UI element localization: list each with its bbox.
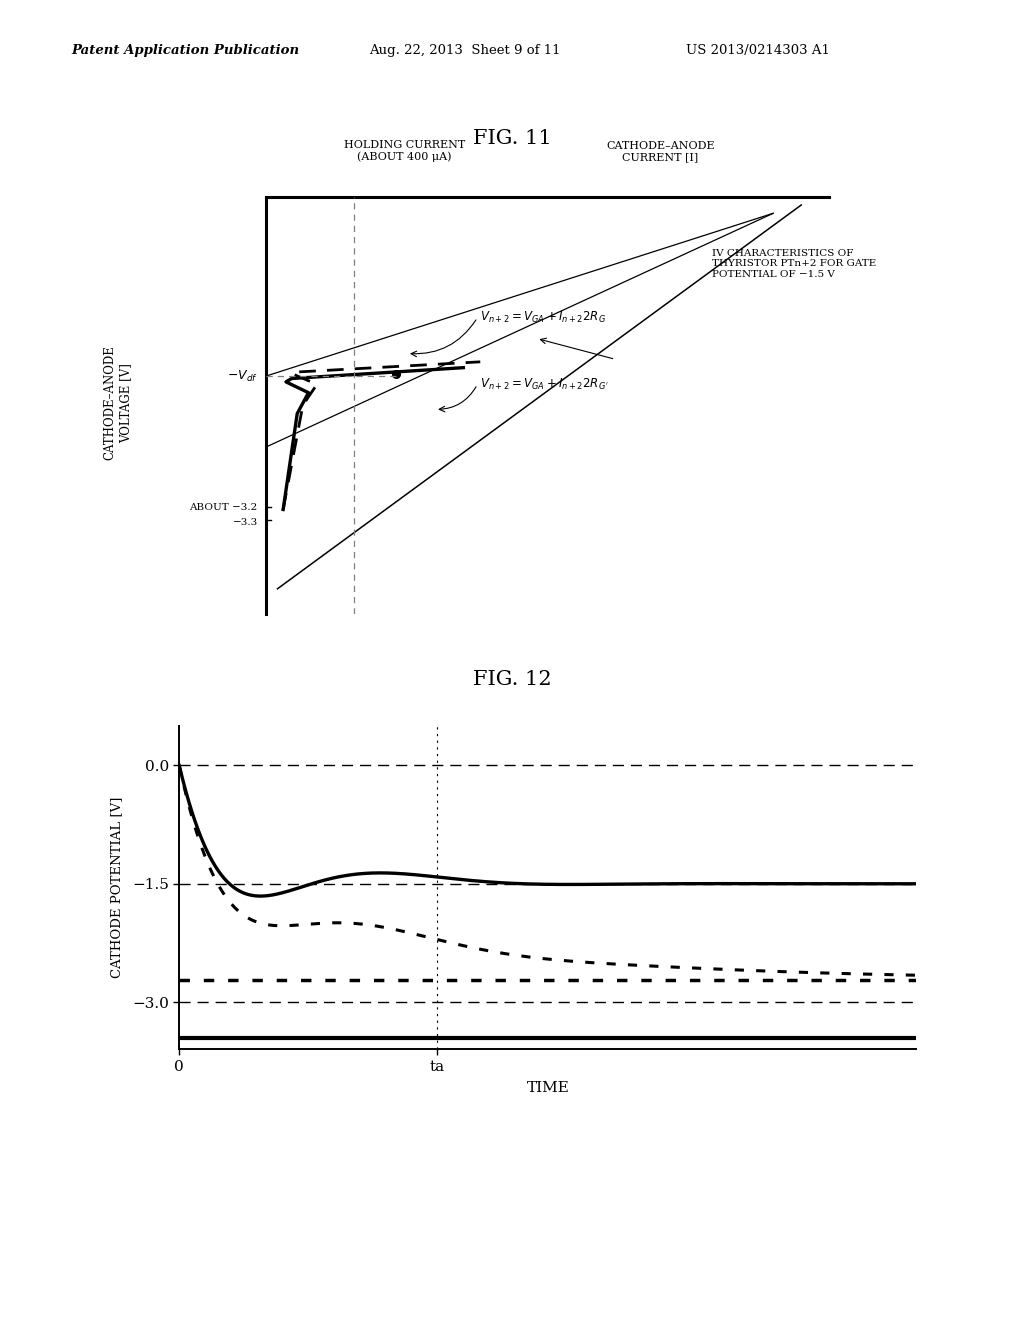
X-axis label: TIME: TIME [526, 1081, 569, 1094]
Text: US 2013/0214303 A1: US 2013/0214303 A1 [686, 44, 830, 57]
Text: $V_{n+2}=V_{GA}+I_{n+2}2R_G$: $V_{n+2}=V_{GA}+I_{n+2}2R_G$ [480, 310, 606, 325]
Text: ABOUT −3.2: ABOUT −3.2 [189, 503, 258, 512]
Text: FIG. 12: FIG. 12 [473, 671, 551, 689]
Text: Patent Application Publication: Patent Application Publication [72, 44, 300, 57]
Text: IV CHARACTERISTICS OF
THYRISTOR PTn+2 FOR GATE
POTENTIAL OF −1.5 V: IV CHARACTERISTICS OF THYRISTOR PTn+2 FO… [712, 249, 876, 279]
Text: Aug. 22, 2013  Sheet 9 of 11: Aug. 22, 2013 Sheet 9 of 11 [369, 44, 560, 57]
Text: CATHODE–ANODE
CURRENT [I]: CATHODE–ANODE CURRENT [I] [606, 141, 715, 162]
Text: −3.3: −3.3 [232, 517, 258, 527]
Y-axis label: CATHODE POTENTIAL [V]: CATHODE POTENTIAL [V] [111, 797, 124, 978]
Text: HOLDING CURRENT
(ABOUT 400 μA): HOLDING CURRENT (ABOUT 400 μA) [344, 140, 465, 162]
Text: FIG. 11: FIG. 11 [473, 129, 551, 148]
Text: CATHODE–ANODE
VOLTAGE [V]: CATHODE–ANODE VOLTAGE [V] [103, 345, 132, 461]
Text: $-V_{df}$: $-V_{df}$ [227, 368, 258, 384]
Text: $V_{n+2}=V_{GA}+I_{n+2}2R_{G'}$: $V_{n+2}=V_{GA}+I_{n+2}2R_{G'}$ [480, 376, 609, 392]
